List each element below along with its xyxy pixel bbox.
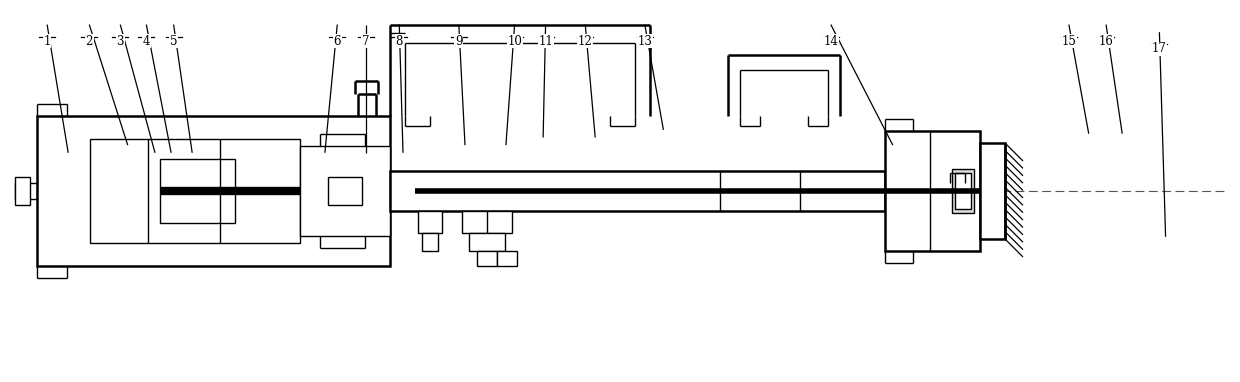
Text: 3: 3 <box>117 34 124 48</box>
Text: 13: 13 <box>637 34 652 48</box>
Bar <box>418 211 441 233</box>
Bar <box>300 146 391 236</box>
Text: 16: 16 <box>1099 34 1114 48</box>
Text: 4: 4 <box>143 34 150 48</box>
Bar <box>885 131 980 251</box>
Text: 5: 5 <box>170 34 177 48</box>
Text: 11: 11 <box>538 34 553 48</box>
Bar <box>15 177 30 205</box>
Text: 10: 10 <box>507 34 522 48</box>
Text: 2: 2 <box>86 34 93 48</box>
Bar <box>497 251 517 266</box>
Text: 6: 6 <box>334 34 341 48</box>
Text: 15: 15 <box>1061 34 1076 48</box>
Bar <box>160 159 236 223</box>
Bar <box>477 251 497 266</box>
Bar <box>980 143 1004 239</box>
Text: 7: 7 <box>362 34 370 48</box>
Bar <box>955 173 971 209</box>
Bar <box>422 233 438 251</box>
Bar <box>952 169 973 213</box>
Bar <box>391 171 885 211</box>
Text: 14: 14 <box>823 34 838 48</box>
Bar <box>469 233 505 251</box>
Text: 1: 1 <box>43 34 51 48</box>
Bar <box>463 211 512 233</box>
Text: 9: 9 <box>455 34 463 48</box>
Bar <box>37 116 391 266</box>
Bar <box>15 183 37 199</box>
Text: 17: 17 <box>1152 42 1167 55</box>
Bar <box>91 139 300 243</box>
Text: 8: 8 <box>396 34 403 48</box>
Bar <box>329 177 362 205</box>
Text: 12: 12 <box>578 34 593 48</box>
